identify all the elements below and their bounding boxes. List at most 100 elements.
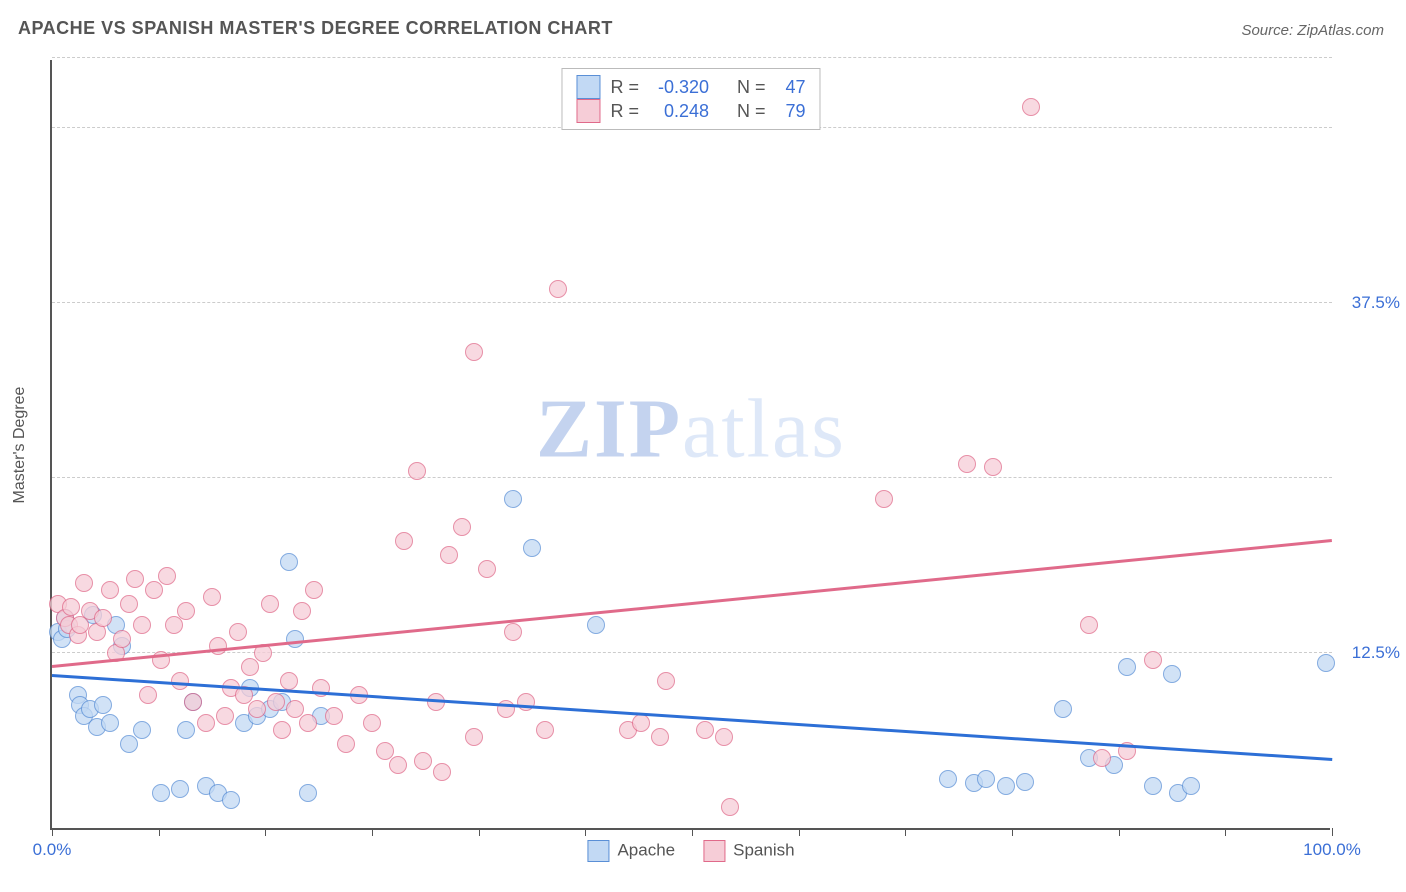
n-value: 79 [776, 101, 806, 122]
scatter-point [152, 784, 170, 802]
scatter-point [209, 637, 227, 655]
x-tick [1225, 828, 1226, 836]
scatter-point [657, 672, 675, 690]
scatter-point [286, 630, 304, 648]
x-tick [1119, 828, 1120, 836]
n-label: N = [737, 101, 766, 122]
scatter-point [133, 616, 151, 634]
scatter-point [504, 490, 522, 508]
x-tick [1012, 828, 1013, 836]
scatter-point [216, 707, 234, 725]
scatter-point [408, 462, 426, 480]
scatter-point [280, 672, 298, 690]
scatter-point [120, 735, 138, 753]
scatter-point [293, 602, 311, 620]
scatter-point [145, 581, 163, 599]
scatter-point [517, 693, 535, 711]
watermark-atlas: atlas [682, 382, 846, 475]
scatter-point [1182, 777, 1200, 795]
scatter-point [101, 581, 119, 599]
source-attribution: Source: ZipAtlas.com [1241, 22, 1384, 39]
scatter-point [273, 721, 291, 739]
scatter-point [337, 735, 355, 753]
scatter-point [478, 560, 496, 578]
scatter-point [1016, 773, 1034, 791]
watermark: ZIPatlas [536, 380, 846, 477]
scatter-point [997, 777, 1015, 795]
x-tick [585, 828, 586, 836]
scatter-point [939, 770, 957, 788]
legend-swatch [703, 840, 725, 862]
scatter-point [75, 574, 93, 592]
x-tick [372, 828, 373, 836]
x-tick [265, 828, 266, 836]
x-tick [479, 828, 480, 836]
scatter-point [203, 588, 221, 606]
x-tick [905, 828, 906, 836]
scatter-point [696, 721, 714, 739]
scatter-point [62, 598, 80, 616]
scatter-point [1054, 700, 1072, 718]
scatter-point [958, 455, 976, 473]
correlation-legend: R =-0.320N =47R =0.248N =79 [561, 68, 820, 130]
scatter-point [139, 686, 157, 704]
scatter-point [229, 623, 247, 641]
n-value: 47 [776, 77, 806, 98]
legend-row: R =-0.320N =47 [576, 75, 805, 99]
scatter-point [261, 595, 279, 613]
scatter-point [94, 609, 112, 627]
scatter-point [248, 700, 266, 718]
legend-swatch [576, 75, 600, 99]
r-label: R = [610, 77, 639, 98]
plot-container: Master's Degree ZIPatlas R =-0.320N =47R… [50, 60, 1330, 830]
scatter-point [721, 798, 739, 816]
gridline [52, 652, 1332, 653]
scatter-point [587, 616, 605, 634]
scatter-point [536, 721, 554, 739]
legend-label: Spanish [733, 840, 794, 859]
scatter-point [977, 770, 995, 788]
y-tick-label: 37.5% [1340, 293, 1400, 313]
scatter-point [395, 532, 413, 550]
gridline [52, 57, 1332, 58]
scatter-point [1163, 665, 1181, 683]
scatter-point [101, 714, 119, 732]
x-tick [52, 828, 53, 836]
y-axis-label: Master's Degree [11, 387, 29, 504]
scatter-point [94, 696, 112, 714]
legend-swatch [587, 840, 609, 862]
scatter-point [1118, 658, 1136, 676]
r-label: R = [610, 101, 639, 122]
scatter-point [1093, 749, 1111, 767]
watermark-zip: ZIP [536, 382, 682, 475]
trend-line [52, 539, 1332, 667]
x-tick [692, 828, 693, 836]
gridline [52, 302, 1332, 303]
scatter-point [165, 616, 183, 634]
scatter-point [158, 567, 176, 585]
scatter-point [267, 693, 285, 711]
scatter-point [1022, 98, 1040, 116]
chart-title: APACHE VS SPANISH MASTER'S DEGREE CORREL… [18, 18, 613, 39]
legend-row: R =0.248N =79 [576, 99, 805, 123]
legend-item: Apache [587, 840, 675, 862]
scatter-point [325, 707, 343, 725]
scatter-point [504, 623, 522, 641]
scatter-point [133, 721, 151, 739]
scatter-point [363, 714, 381, 732]
series-legend: Apache Spanish [587, 840, 794, 862]
plot-area: ZIPatlas R =-0.320N =47R =0.248N =79 Apa… [50, 60, 1330, 830]
gridline [52, 477, 1332, 478]
scatter-point [984, 458, 1002, 476]
x-tick-label: 100.0% [1303, 840, 1361, 860]
x-tick-label: 0.0% [33, 840, 72, 860]
scatter-point [465, 343, 483, 361]
scatter-point [120, 595, 138, 613]
y-tick-label: 12.5% [1340, 643, 1400, 663]
scatter-point [433, 763, 451, 781]
scatter-point [651, 728, 669, 746]
n-label: N = [737, 77, 766, 98]
scatter-point [126, 570, 144, 588]
scatter-point [197, 714, 215, 732]
scatter-point [414, 752, 432, 770]
